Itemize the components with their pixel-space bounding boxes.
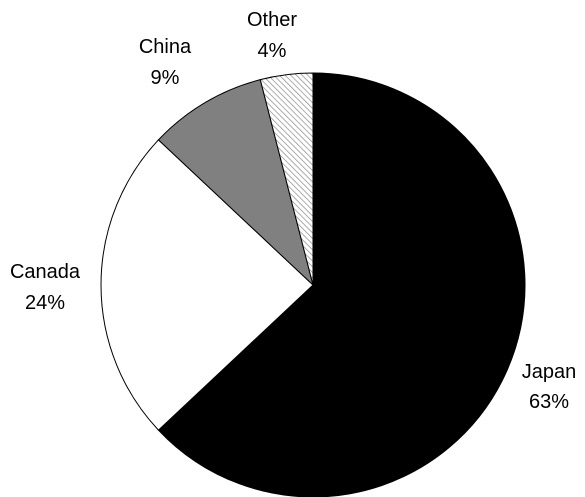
slice-percent-label: 4%: [258, 40, 287, 62]
pie-labels: Japan 63% Canada 24% China 9% Other 4%: [10, 9, 576, 413]
slice-percent-label: 24%: [25, 292, 65, 314]
pie-slice-other: [259, 72, 314, 286]
pie-slices: [100, 72, 526, 497]
slice-name-label: Other: [247, 9, 297, 31]
slice-name-label: Canada: [10, 261, 81, 283]
slice-name-label: China: [139, 36, 192, 58]
pie-slice-canada: [100, 139, 314, 431]
slice-percent-label: 9%: [151, 67, 180, 89]
slice-name-label: Japan: [522, 361, 577, 383]
pie-slice-china: [157, 79, 314, 287]
pie-slice-japan: [157, 72, 526, 497]
slice-percent-label: 63%: [529, 391, 569, 413]
